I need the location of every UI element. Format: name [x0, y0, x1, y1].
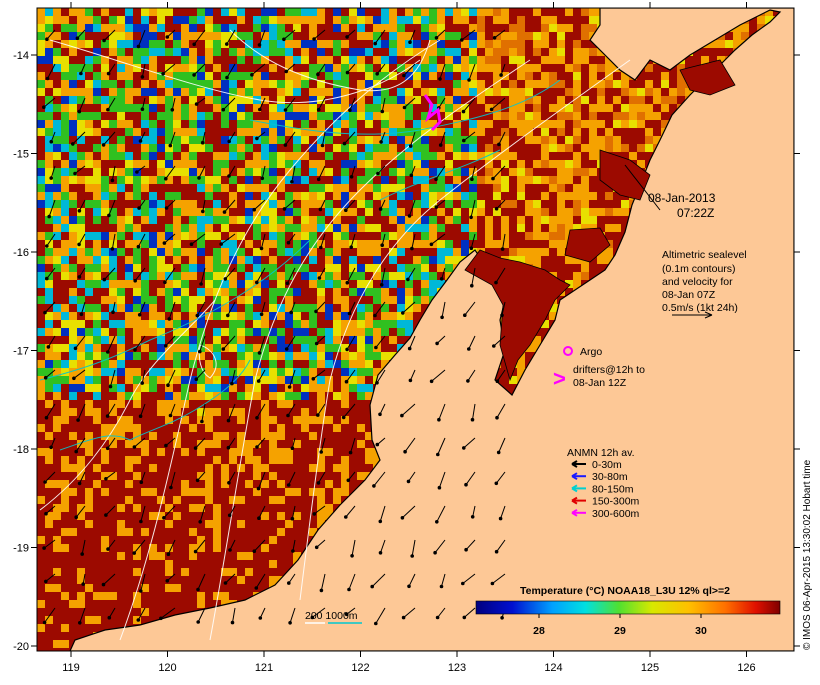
altimetry-line: 0.5m/s (1kt 24h) — [662, 302, 738, 314]
credit-label: © IMOS 06-Apr-2015 13:30:02 Hobart time — [802, 459, 813, 650]
argo-label: Argo — [580, 346, 602, 358]
longitude-tick: 122 — [351, 662, 369, 674]
altimetry-line: Altimetric sealevel — [662, 249, 747, 261]
longitude-tick: 124 — [544, 662, 562, 674]
time-label: 07:22Z — [677, 206, 714, 220]
altimetry-line: 08-Jan 07Z — [662, 289, 716, 301]
altimetry-line: and velocity for — [662, 276, 733, 288]
latitude-tick: -17 — [13, 346, 29, 358]
colorbar-tick: 30 — [695, 625, 707, 637]
latitude-tick: -15 — [13, 149, 29, 161]
latitude-tick: -16 — [13, 247, 29, 259]
longitude-tick: 119 — [62, 662, 80, 674]
drifters-line: drifters@12h to — [573, 364, 645, 376]
longitude-tick: 123 — [448, 662, 466, 674]
colorbar-tick: 28 — [533, 625, 545, 637]
isobath-label: 200 1000m — [305, 610, 358, 622]
latitude-tick: -18 — [13, 444, 29, 456]
isobath-legend: 200 1000m — [305, 610, 362, 623]
drifter-marker-icon: > — [553, 366, 566, 391]
longitude-tick: 126 — [737, 662, 755, 674]
longitude-tick: 120 — [158, 662, 176, 674]
latitude-tick: -19 — [13, 543, 29, 555]
date-label: 08-Jan-2013 — [648, 191, 716, 205]
colorbar-title: Temperature (°C) NOAA18_L3U 12% ql>=2 — [520, 585, 730, 597]
latitude-tick: -14 — [13, 50, 29, 62]
longitude-tick: 125 — [641, 662, 659, 674]
drifters-line: 08-Jan 12Z — [573, 377, 627, 389]
colorbar-tick: 29 — [614, 625, 626, 637]
anmn-title: ANMN 12h av. — [567, 447, 635, 459]
latitude-tick: -20 — [13, 641, 29, 653]
longitude-tick: 121 — [255, 662, 273, 674]
colorbar-gradient — [476, 601, 780, 614]
altimetry-line: (0.1m contours) — [662, 263, 736, 275]
